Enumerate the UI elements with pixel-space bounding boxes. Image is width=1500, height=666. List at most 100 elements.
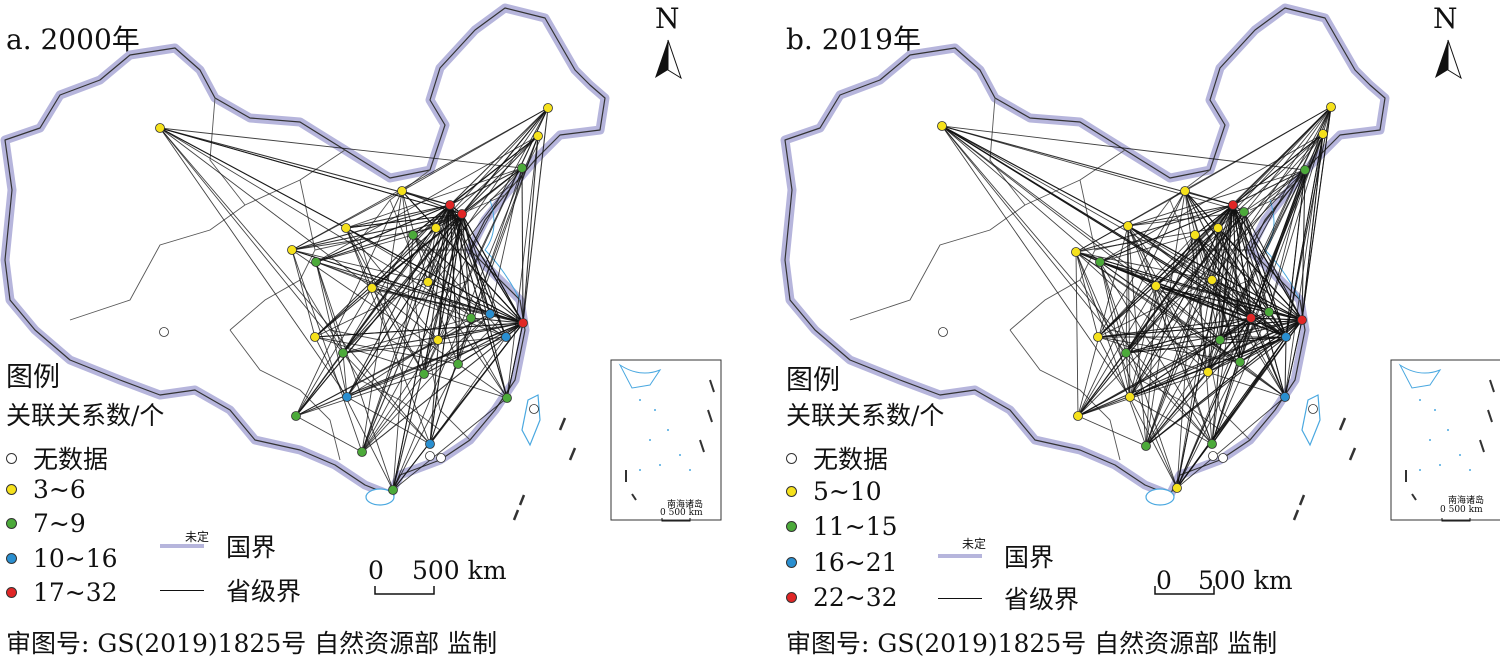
connection-line: [461, 213, 524, 324]
connection-line: [392, 135, 539, 491]
connection-line: [342, 336, 507, 354]
legend-dot: [786, 486, 797, 497]
coastline: [484, 199, 521, 301]
connection-line: [1194, 234, 1286, 398]
legend-item: 22~32: [786, 583, 898, 612]
connection-line: [1176, 336, 1287, 489]
connection-line: [315, 204, 451, 263]
connection-line: [1184, 190, 1221, 341]
connection-line: [159, 127, 344, 354]
connection-line: [1285, 169, 1306, 338]
connection-line: [429, 213, 463, 445]
undetermined-label: 未定: [185, 530, 210, 544]
panel-title: b. 2019年: [786, 23, 921, 56]
city-node: [529, 404, 539, 414]
provincial-border: [209, 97, 301, 206]
connection-line: [1077, 336, 1287, 417]
legend-dot: [786, 557, 797, 568]
inset-island: [1439, 464, 1441, 466]
city-node: [311, 257, 321, 267]
connection-line: [941, 125, 1287, 338]
connection-line: [1077, 279, 1213, 417]
connection-line: [342, 352, 431, 445]
city-node: [1281, 332, 1291, 342]
connection-line: [1184, 190, 1270, 313]
connection-line: [461, 213, 491, 315]
city-node: [425, 451, 435, 461]
city-node: [436, 453, 446, 463]
city-node: [1208, 451, 1218, 461]
connection-line: [1099, 261, 1178, 489]
city-node: [1207, 439, 1217, 449]
connection-line: [1176, 234, 1196, 489]
city-node: [466, 313, 476, 323]
connection-line: [1211, 133, 1324, 281]
inset-dash-boundary: [1479, 439, 1485, 453]
connection-line: [1077, 106, 1332, 417]
connection-line: [1097, 204, 1234, 338]
connection-line: [159, 127, 373, 289]
connection-line: [1075, 251, 1147, 447]
inset-island: [639, 399, 641, 401]
inset-island: [639, 469, 641, 471]
city-node: [423, 277, 433, 287]
connection-line: [461, 213, 472, 319]
connection-line: [437, 213, 463, 341]
connection-line: [457, 135, 539, 365]
provincial-border: [1079, 149, 1126, 181]
connection-lines: [941, 106, 1332, 489]
legend-item: 无数据: [786, 440, 888, 476]
inset-dash-boundary: [1411, 493, 1417, 501]
connection-line: [1077, 339, 1221, 417]
connection-line: [291, 107, 549, 251]
connection-line: [427, 281, 459, 365]
city-node: [419, 369, 429, 379]
connection-lines: [159, 107, 549, 491]
connection-line: [506, 322, 524, 399]
legend-item: 11~15: [786, 512, 898, 541]
north-arrow-icon: [1447, 39, 1462, 80]
connection-line: [1211, 204, 1234, 445]
provincial-border: [1249, 194, 1286, 211]
connection-line: [1176, 361, 1241, 489]
connection-line: [1211, 211, 1245, 445]
inset-island: [649, 439, 651, 441]
connection-line: [361, 313, 491, 453]
connection-line: [1097, 336, 1178, 489]
connection-line: [361, 227, 437, 453]
legend-title: 图例: [6, 362, 60, 393]
connection-line: [314, 204, 451, 338]
city-node: [518, 318, 528, 328]
connection-line: [315, 261, 394, 491]
connection-line: [1145, 336, 1287, 447]
provincial-border: [229, 329, 341, 461]
connection-line: [1075, 204, 1234, 253]
city-node: [1203, 367, 1213, 377]
city-node: [310, 332, 320, 342]
city-node: [338, 348, 348, 358]
connection-line: [1129, 204, 1234, 398]
connection-line: [1077, 227, 1219, 417]
connection-line: [1284, 336, 1287, 398]
city-node: [445, 200, 455, 210]
city-node: [159, 327, 169, 337]
inset-dash-boundary: [707, 409, 713, 423]
inset-scale-bar: [1441, 518, 1471, 522]
inset-island: [1447, 429, 1449, 431]
dash-boundary: [1338, 417, 1347, 431]
connection-line: [392, 322, 524, 491]
connection-line: [392, 363, 459, 491]
dash-boundary: [1292, 509, 1300, 521]
connection-line: [1097, 190, 1186, 338]
city-node: [1297, 315, 1307, 325]
connection-line: [1075, 190, 1186, 253]
inset-frame: [610, 359, 722, 521]
connection-line: [295, 322, 524, 417]
connection-line: [1077, 225, 1129, 417]
connection-line: [1194, 204, 1234, 236]
connection-line: [314, 281, 429, 338]
legend-dot: [6, 452, 17, 464]
connection-line: [345, 227, 491, 315]
connection-line: [342, 352, 348, 398]
connection-line: [315, 234, 414, 263]
